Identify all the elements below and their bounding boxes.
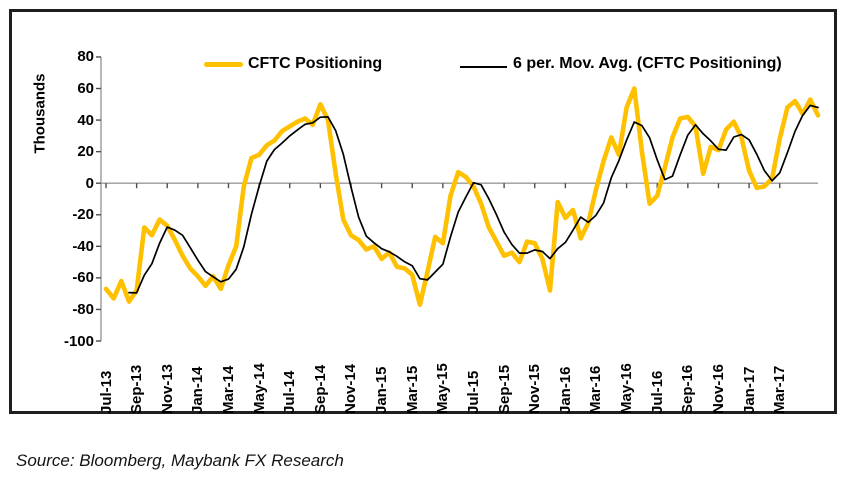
x-tick-label: Nov-14: [342, 363, 360, 414]
x-tick-label: Nov-13: [158, 363, 176, 414]
x-tick-label: Mar-14: [219, 365, 237, 414]
x-tick-label: Sep-15: [495, 364, 513, 414]
y-axis-title: Thousands: [31, 73, 49, 154]
x-tick-label: May-14: [250, 363, 268, 414]
y-tick-label: 40: [77, 111, 94, 129]
x-tick-label: Sep-14: [311, 364, 329, 414]
x-tick-label: Jan-15: [373, 366, 391, 414]
chart-frame: [9, 9, 837, 414]
x-tick-label: May-15: [434, 363, 452, 414]
y-tick-label: 0: [85, 174, 94, 192]
x-tick-label: Jan-17: [740, 366, 758, 414]
series-moving-average: [128, 104, 819, 294]
x-tick-label: Nov-15: [526, 363, 544, 414]
y-tick-label: -40: [72, 237, 94, 255]
x-tick-label: Sep-13: [128, 364, 146, 414]
x-tick-label: Mar-17: [771, 365, 789, 414]
y-tick-label: -20: [72, 206, 94, 224]
y-tick-label: 60: [77, 80, 94, 98]
x-tick-label: Sep-16: [679, 364, 697, 414]
y-tick-label: 20: [77, 143, 94, 161]
y-tick-label: -80: [72, 300, 94, 318]
y-tick-label: -100: [63, 332, 94, 350]
x-tick-label: Jul-16: [648, 370, 666, 414]
x-tick-label: Nov-16: [709, 363, 727, 414]
x-tick-label: Jul-15: [464, 370, 482, 414]
source-note: Source: Bloomberg, Maybank FX Research: [16, 451, 344, 470]
x-tick-label: May-16: [618, 363, 636, 414]
x-tick-label: Mar-16: [587, 365, 605, 414]
x-tick-label: Jul-14: [281, 370, 299, 414]
chart-legend: CFTC Positioning 6 per. Mov. Avg. (CFTC …: [0, 26, 857, 72]
legend-line-cftc-positioning: [204, 62, 243, 67]
legend-label-cftc-positioning: CFTC Positioning: [248, 55, 383, 72]
series-cftc-positioning: [103, 86, 821, 308]
x-tick-label: Mar-15: [403, 365, 421, 414]
x-tick-label: Jul-13: [97, 370, 115, 414]
y-tick-label: 80: [77, 48, 94, 66]
legend-line-moving-average: [460, 66, 507, 68]
legend-label-moving-average: 6 per. Mov. Avg. (CFTC Positioning): [513, 55, 782, 72]
y-tick-label: -60: [72, 269, 94, 287]
x-tick-label: Jan-14: [189, 366, 207, 414]
x-tick-label: Jan-16: [556, 366, 574, 414]
